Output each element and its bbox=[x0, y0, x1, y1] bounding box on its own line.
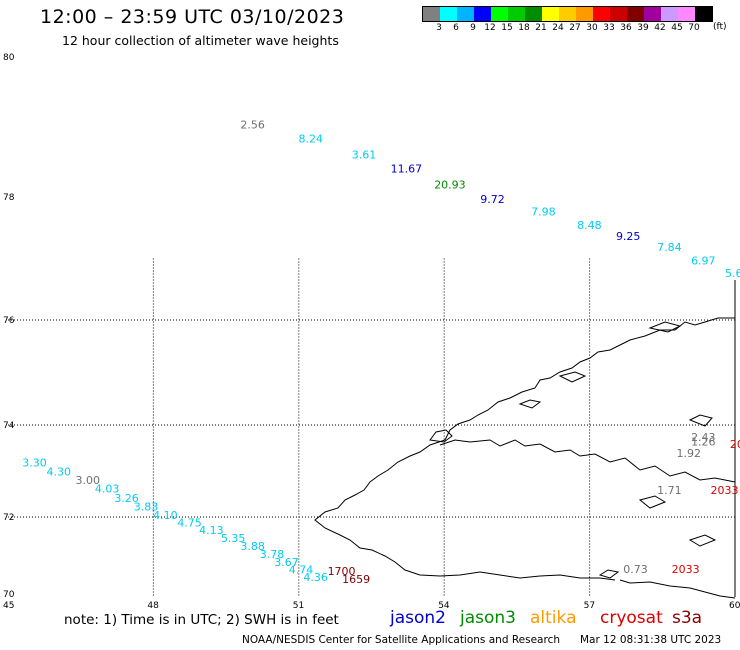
satellite-label-s3a: s3a bbox=[672, 608, 703, 628]
color-swatch bbox=[423, 7, 440, 21]
color-legend-tick: 12 bbox=[484, 23, 496, 33]
color-swatch bbox=[593, 7, 610, 21]
wave-height-label: 3.88 bbox=[240, 540, 264, 553]
wave-height-label: 4.30 bbox=[46, 466, 71, 479]
color-legend-tick: 36 bbox=[620, 23, 632, 33]
color-swatch bbox=[627, 7, 644, 21]
satellite-label-cryosat: cryosat bbox=[600, 608, 663, 628]
color-swatch bbox=[542, 7, 559, 21]
wave-height-label: 3.61 bbox=[352, 149, 377, 162]
color-legend-tick: 18 bbox=[518, 23, 530, 33]
lon-tick-label: 51 bbox=[293, 601, 304, 611]
lon-tick-label: 54 bbox=[438, 601, 450, 611]
wave-height-label: 5.63 bbox=[725, 267, 740, 280]
wave-height-label: 1.71 bbox=[657, 484, 682, 497]
color-legend-tick: 30 bbox=[586, 23, 598, 33]
lat-tick-label: 76 bbox=[3, 316, 15, 326]
color-swatch bbox=[678, 7, 695, 21]
wave-height-label: 6.97 bbox=[691, 255, 716, 268]
wave-height-label: 2.56 bbox=[240, 118, 264, 131]
color-swatch bbox=[559, 7, 576, 21]
wave-height-label: 9.25 bbox=[616, 230, 641, 243]
wave-height-label: 3.83 bbox=[134, 501, 159, 514]
color-legend-tick: 6 bbox=[453, 23, 459, 33]
color-legend-tick: 9 bbox=[470, 23, 476, 33]
footer-timestamp: Mar 12 08:31:38 UTC 2023 bbox=[580, 634, 722, 646]
color-swatch bbox=[474, 7, 491, 21]
color-swatch bbox=[525, 7, 542, 21]
color-swatch bbox=[457, 7, 474, 21]
page-title: 12:00 – 23:59 UTC 03/10/2023 bbox=[40, 6, 345, 28]
color-swatch bbox=[491, 7, 508, 21]
lat-tick-label: 72 bbox=[3, 513, 14, 523]
wave-height-labels: 2.56 8.24 3.61 11.67 20.93 9.72 7.98 8.48 9.25 7.… bbox=[22, 118, 740, 586]
page-subtitle: 12 hour collection of altimeter wave hei… bbox=[62, 33, 339, 48]
lon-tick-label: 60 bbox=[729, 601, 740, 611]
color-legend-tick: 39 bbox=[637, 23, 649, 33]
color-legend-tick: 27 bbox=[569, 23, 581, 33]
footer-note: note: 1) Time is in UTC; 2) SWH is in fe… bbox=[64, 612, 339, 628]
wave-height-label: 1.92 bbox=[677, 447, 702, 460]
wave-height-label: 5.35 bbox=[221, 532, 246, 545]
color-swatch bbox=[440, 7, 457, 21]
wave-height-label: 2033 bbox=[672, 563, 700, 576]
wave-height-label: 7.84 bbox=[657, 241, 682, 254]
lat-tick-label: 70 bbox=[3, 590, 15, 600]
wave-height-label: 7.98 bbox=[531, 205, 556, 218]
lon-tick-label: 57 bbox=[584, 601, 595, 611]
color-legend-tick: 3 bbox=[436, 23, 442, 33]
wave-height-label: 1.26 bbox=[691, 436, 716, 449]
wave-height-label: 0.73 bbox=[623, 563, 648, 576]
color-legend bbox=[422, 6, 713, 22]
color-swatch bbox=[610, 7, 627, 21]
satellite-label-jason3: jason3 bbox=[460, 608, 516, 628]
wave-height-label: 9.72 bbox=[480, 193, 505, 206]
wave-height-label: 8.24 bbox=[298, 132, 323, 145]
wave-height-label: 3.00 bbox=[76, 474, 101, 487]
wave-height-label: 1659 bbox=[342, 573, 370, 586]
satellite-label-altika: altika bbox=[530, 608, 577, 628]
lon-tick-label: 45 bbox=[3, 601, 14, 611]
color-legend-tick: 24 bbox=[552, 23, 564, 33]
satellite-label-jason2: jason2 bbox=[390, 608, 446, 628]
wave-height-label: 4.10 bbox=[153, 509, 178, 522]
wave-height-label: 11.67 bbox=[391, 163, 423, 176]
wave-height-label: 3.30 bbox=[22, 456, 47, 469]
color-swatch bbox=[695, 7, 712, 21]
color-legend-tick: 42 bbox=[654, 23, 666, 33]
lat-tick-label: 78 bbox=[3, 193, 15, 203]
wave-height-label: 203 bbox=[730, 438, 740, 451]
wave-height-label: 2.43 bbox=[691, 431, 716, 444]
color-swatch bbox=[644, 7, 661, 21]
lat-tick-label: 74 bbox=[3, 421, 15, 431]
color-legend-tick: 15 bbox=[501, 23, 513, 33]
color-legend-unit: (ft) bbox=[713, 22, 727, 32]
wave-height-label: 4.03 bbox=[95, 483, 120, 496]
lon-tick-label: 48 bbox=[147, 601, 159, 611]
wave-height-label: 20.93 bbox=[434, 179, 466, 192]
wave-height-label: 4.74 bbox=[289, 563, 314, 576]
wave-height-label: 1700 bbox=[328, 565, 356, 578]
color-legend-tick: 45 bbox=[671, 23, 683, 33]
wave-height-label: 2033 bbox=[710, 484, 738, 497]
coastline bbox=[314, 317, 736, 599]
color-swatch bbox=[576, 7, 593, 21]
wave-height-label: 4.36 bbox=[303, 571, 328, 584]
color-legend-tick: 21 bbox=[535, 23, 547, 33]
color-swatch bbox=[661, 7, 678, 21]
wave-height-label: 8.48 bbox=[577, 219, 602, 232]
color-legend-tick: 33 bbox=[603, 23, 615, 33]
wave-height-label: 3.26 bbox=[114, 492, 139, 505]
footer-credit: NOAA/NESDIS Center for Satellite Applica… bbox=[242, 634, 560, 646]
wave-height-label: 3.78 bbox=[260, 548, 285, 561]
lat-tick-label: 80 bbox=[3, 53, 15, 63]
map-grid: 45 48 51 54 57 60 70 72 74 76 78 80 bbox=[3, 53, 740, 611]
color-legend-tick: 70 bbox=[688, 23, 700, 33]
wave-height-label: 3.67 bbox=[274, 556, 299, 569]
wave-height-label: 4.13 bbox=[199, 524, 224, 537]
color-swatch bbox=[508, 7, 525, 21]
wave-height-label: 4.75 bbox=[177, 517, 202, 530]
